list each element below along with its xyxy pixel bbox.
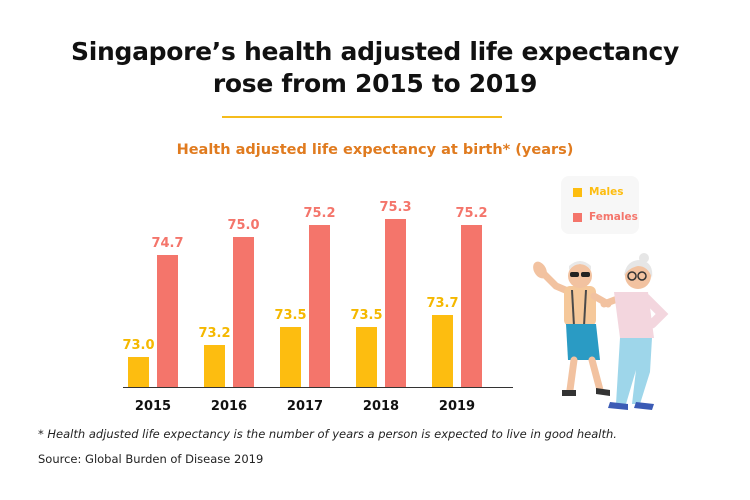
chart-subtitle: Health adjusted life expectancy at birth… <box>176 142 574 158</box>
x-tick-label-2019: 2019 <box>439 399 475 414</box>
data-label-males-2019: 73.7 <box>426 296 458 311</box>
legend-swatch-females <box>573 212 582 222</box>
chart-legend: Males Females <box>561 176 639 234</box>
data-label-males-2018: 73.5 <box>350 308 382 323</box>
x-tick-label-2015: 2015 <box>135 399 171 414</box>
x-tick-label-2016: 2016 <box>211 399 247 414</box>
data-label-females-2018: 75.3 <box>379 200 411 215</box>
bar-females-2016 <box>233 237 254 387</box>
legend-label-males: Males <box>589 186 624 198</box>
title-divider <box>222 116 502 118</box>
bar-males-2018 <box>356 327 377 387</box>
legend-swatch-males <box>573 187 582 197</box>
bar-males-2015 <box>128 357 149 387</box>
bar-females-2019 <box>461 225 482 387</box>
bar-females-2015 <box>157 255 178 387</box>
legend-item-males: Males <box>573 186 624 198</box>
bar-females-2017 <box>309 225 330 387</box>
source-note: Source: Global Burden of Disease 2019 <box>38 452 264 466</box>
title-line-2: rose from 2015 to 2019 <box>212 69 538 98</box>
data-label-females-2017: 75.2 <box>303 206 335 221</box>
data-label-females-2015: 74.7 <box>151 236 183 251</box>
woman-figure <box>600 253 669 410</box>
x-tick-label-2018: 2018 <box>363 399 399 414</box>
data-label-females-2019: 75.2 <box>455 206 487 221</box>
legend-label-females: Females <box>589 211 638 223</box>
data-label-males-2017: 73.5 <box>274 308 306 323</box>
x-tick-label-2017: 2017 <box>287 399 323 414</box>
data-label-males-2015: 73.0 <box>122 338 154 353</box>
bar-females-2018 <box>385 219 406 387</box>
footnote: * Health adjusted life expectancy is the… <box>38 427 617 441</box>
man-figure <box>533 261 612 396</box>
legend-item-females: Females <box>573 211 638 223</box>
chart-title: Singapore’s health adjusted life expecta… <box>0 36 750 100</box>
bar-males-2016 <box>204 345 225 387</box>
data-label-females-2016: 75.0 <box>227 218 259 233</box>
data-label-males-2016: 73.2 <box>198 326 230 341</box>
title-line-1: Singapore’s health adjusted life expecta… <box>71 37 679 66</box>
elderly-couple-dancing-illustration <box>533 253 669 410</box>
bar-males-2017 <box>280 327 301 387</box>
bar-males-2019 <box>432 315 453 387</box>
